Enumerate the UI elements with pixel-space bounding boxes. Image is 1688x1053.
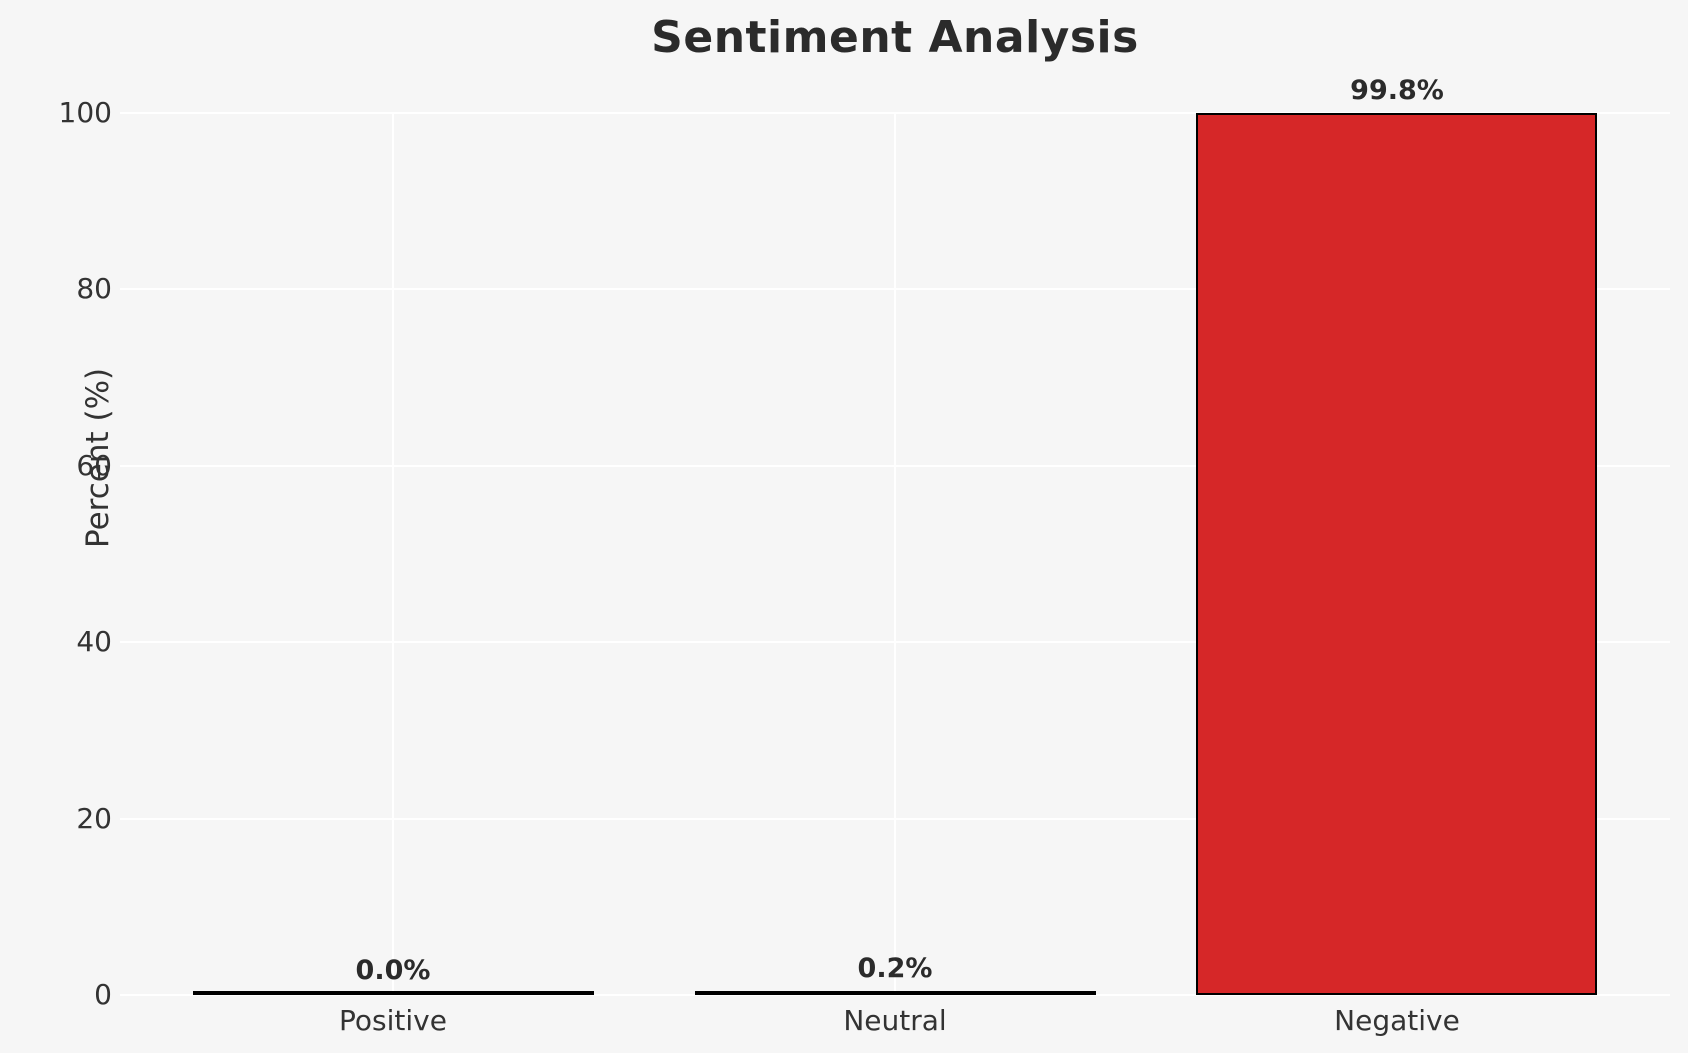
bar-negative: [1196, 113, 1597, 995]
gridline-x-neutral: [894, 113, 896, 995]
gridline-y-0: [120, 994, 1670, 996]
bar-value-label-positive: 0.0%: [355, 955, 431, 986]
y-tick-label-20: 20: [76, 801, 112, 835]
bar-value-label-negative: 99.8%: [1350, 75, 1444, 106]
gridline-x-positive: [392, 113, 394, 995]
chart-title: Sentiment Analysis: [651, 12, 1139, 63]
x-tick-label-neutral: Neutral: [843, 1004, 947, 1037]
y-tick-label-0: 0: [94, 978, 112, 1011]
y-tick-label-100: 100: [58, 96, 112, 129]
bar-neutral: [695, 991, 1096, 995]
plot-area: [120, 112, 1670, 996]
y-tick-label-40: 40: [76, 625, 112, 659]
y-tick-label-60: 60: [76, 448, 112, 482]
x-tick-label-positive: Positive: [339, 1004, 447, 1037]
y-tick-label-80: 80: [76, 272, 112, 306]
bar-value-label-neutral: 0.2%: [857, 953, 933, 984]
bar-positive: [193, 991, 594, 995]
x-tick-label-negative: Negative: [1334, 1004, 1460, 1037]
